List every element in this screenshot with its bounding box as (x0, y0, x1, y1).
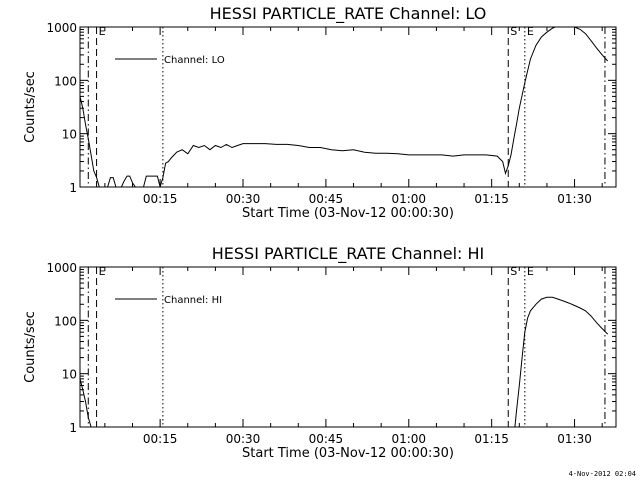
event-marker-label: E (527, 25, 534, 38)
x-tick-label: 00:30 (226, 192, 261, 206)
x-tick-label: 01:15 (474, 192, 509, 206)
hi-channel-panel: HESSI PARTICLE_RATE Channel: HI 1 10 100 100… (23, 244, 617, 461)
x-tick-label: 00:30 (226, 432, 261, 446)
event-marker-label: S (510, 25, 517, 38)
generation-timestamp: 4-Nov-2012 02:04 (569, 470, 636, 478)
event-marker-label: E (99, 25, 106, 38)
event-marker-label: E (527, 265, 534, 278)
data-series-line (80, 296, 609, 427)
y-tick-label: 1000 (46, 261, 77, 275)
x-tick-label: 00:15 (143, 192, 178, 206)
y-axis-label: Counts/sec (23, 71, 38, 143)
y-tick-label: 1000 (46, 21, 77, 35)
x-tick-label: 01:30 (557, 432, 592, 446)
chart-title: HESSI PARTICLE_RATE Channel: HI (212, 244, 485, 264)
data-series-line (80, 27, 609, 187)
x-tick-label: 01:15 (474, 432, 509, 446)
x-axis-label: Start Time (03-Nov-12 00:00:30) (242, 446, 454, 461)
x-tick-label: 00:15 (143, 432, 178, 446)
x-tick-label: 00:45 (309, 432, 344, 446)
x-tick-label: 00:45 (309, 192, 344, 206)
plot-frame (79, 26, 617, 188)
x-tick-label: 01:00 (391, 192, 426, 206)
x-tick-label: 01:30 (557, 192, 592, 206)
event-marker-label: E (99, 265, 106, 278)
y-tick-label: 100 (54, 314, 77, 328)
y-tick-label: 10 (62, 128, 77, 142)
y-tick-label: 1 (69, 181, 77, 195)
event-marker-label: S (510, 265, 517, 278)
y-axis-label: Counts/sec (23, 311, 38, 383)
x-axis-label: Start Time (03-Nov-12 00:00:30) (242, 206, 454, 221)
legend-entry: Channel: HI (164, 295, 222, 306)
y-tick-label: 1 (69, 421, 77, 435)
lo-channel-panel: HESSI PARTICLE_RATE Channel: LO 1 10 100 100… (23, 4, 617, 221)
legend-entry: Channel: LO (164, 55, 225, 66)
plot-frame (79, 266, 617, 428)
y-tick-label: 10 (62, 368, 77, 382)
x-tick-label: 01:00 (391, 432, 426, 446)
y-tick-label: 100 (54, 74, 77, 88)
chart-title: HESSI PARTICLE_RATE Channel: LO (210, 4, 487, 24)
